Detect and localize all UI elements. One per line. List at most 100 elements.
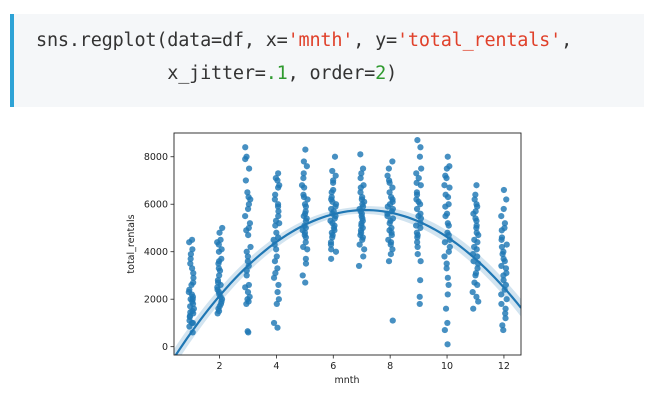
data-point [415,213,422,220]
data-point [445,248,452,255]
data-point [275,296,282,303]
code-token-suffix: ) [386,63,398,84]
data-point [332,201,340,208]
data-point [189,300,197,308]
code-line-1: sns.regplot(data=df, x='mnth', y='total_… [36,30,572,51]
data-point [474,203,481,210]
data-point [444,291,451,298]
data-point [359,165,367,172]
data-point [270,274,278,281]
data-point [270,236,277,243]
data-point [273,229,280,236]
regression-band [174,206,521,355]
data-point [445,222,452,229]
data-point [503,241,510,248]
data-point [246,293,253,300]
data-point [472,269,480,277]
data-point [331,153,339,160]
data-point [300,175,307,182]
data-point [469,288,476,296]
data-point [443,260,450,267]
data-point [474,281,481,289]
data-point [500,326,507,334]
data-point [272,217,280,224]
x-tick-label: 2 [216,361,222,372]
data-point [416,293,423,300]
data-point [498,213,505,220]
data-point [470,305,477,312]
data-point [499,322,506,329]
data-point [302,234,309,241]
data-point [413,222,420,229]
data-point [329,234,336,241]
data-point [245,232,252,239]
data-point [242,177,249,184]
data-point [357,184,364,191]
data-point [275,170,282,177]
data-point [498,262,505,270]
data-point [443,165,450,172]
data-point [272,222,279,229]
data-point [414,232,421,239]
code-token-prefix: sns.regplot(data=df, x= [36,30,288,51]
data-point [358,222,365,229]
data-point [441,182,448,189]
data-point [445,281,452,289]
data-point [243,272,250,279]
data-point [271,258,279,265]
data-point [413,179,420,186]
data-point [361,198,368,205]
data-point [216,229,223,236]
data-point [502,265,510,272]
data-point [443,265,450,272]
data-point [498,300,505,308]
data-point [498,243,506,251]
data-point [332,248,340,255]
data-point [273,253,280,260]
data-point [385,177,393,184]
data-point [330,179,337,186]
data-point [498,236,505,243]
data-point [329,220,336,227]
data-point [300,170,307,177]
data-point [302,146,309,153]
data-point [389,246,396,253]
data-point [215,248,223,255]
data-point [442,203,449,210]
data-point [441,253,448,260]
data-point [274,288,281,296]
data-point [190,274,197,281]
data-point [474,239,481,246]
data-point [388,229,395,236]
data-point [302,239,309,246]
data-point [359,194,366,201]
scatter-points [185,137,510,348]
data-point [446,184,453,191]
data-point [475,298,482,305]
data-point [275,208,282,215]
data-point [302,279,309,286]
y-tick-label: 4000 [144,247,168,258]
y-tick-label: 2000 [144,295,168,306]
data-point [299,272,306,279]
data-point [441,239,448,246]
x-tick-label: 10 [441,361,453,372]
data-point [356,241,363,248]
data-point [417,258,424,265]
data-point [300,158,307,165]
data-point [501,224,508,232]
data-point [414,250,421,258]
y-axis-label: total_rentals [126,214,137,273]
data-point [302,255,309,262]
plot-frame [173,132,522,356]
data-point [216,272,223,279]
data-point [187,260,194,267]
data-point [244,253,251,260]
data-point [215,279,222,286]
data-point [244,205,252,213]
data-point [186,313,193,321]
data-point [243,248,250,255]
data-point [501,220,509,227]
data-point [189,246,196,253]
data-point [474,265,481,272]
